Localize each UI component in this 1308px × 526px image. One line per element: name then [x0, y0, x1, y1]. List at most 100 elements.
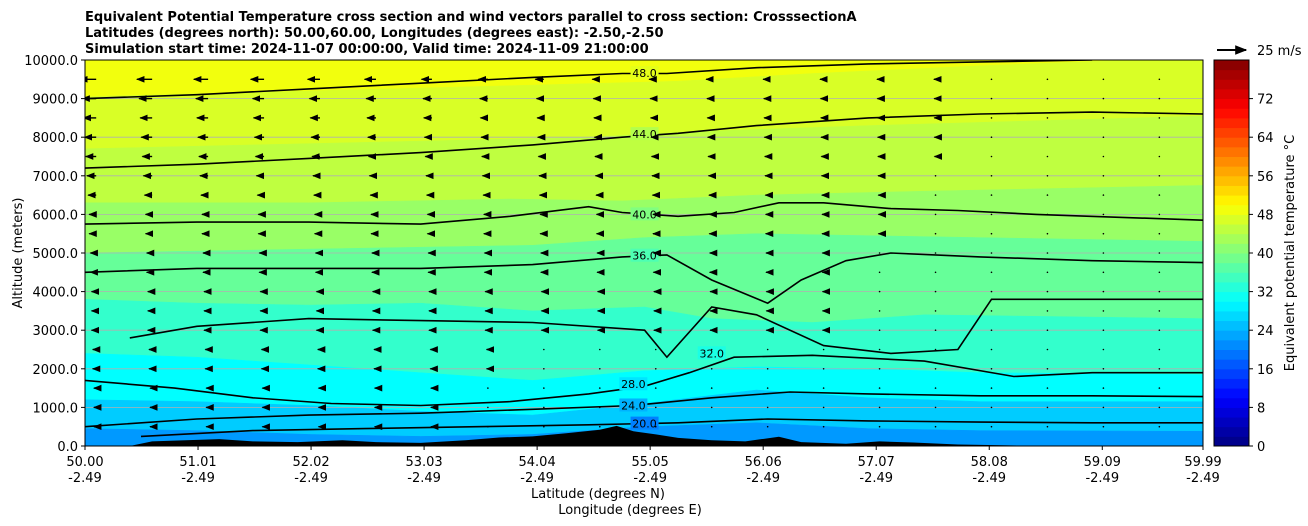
colorbar-segment-58	[1214, 156, 1249, 167]
wind-vector-339	[1158, 387, 1161, 389]
wind-vector-370	[654, 425, 657, 428]
plot-area: 48.0 44.0 40.0 36.0 32.0 28.0 24.0 20.0	[85, 60, 1203, 446]
wind-vector-39	[1158, 97, 1161, 100]
wind-vector-234	[878, 290, 881, 293]
wind-vector-158	[1102, 213, 1105, 216]
colorbar-segment-46	[1214, 214, 1249, 225]
wind-vector-350	[654, 406, 657, 409]
wind-vector-276	[990, 329, 993, 332]
wind-vector-16	[990, 78, 993, 81]
colorbar-tick-label-6: 48	[1257, 208, 1274, 223]
colorbar-tick-label-3: 24	[1257, 324, 1274, 339]
wind-vector-116	[990, 175, 993, 177]
wind-vector-238	[1102, 290, 1105, 293]
colorbar-segment-74	[1214, 79, 1249, 90]
x-tick-lon-1: -2.49	[181, 471, 215, 486]
wind-vector-376	[990, 425, 993, 428]
x-axis-label-longitude: Longitude (degrees E)	[558, 503, 702, 518]
wind-vector-194	[878, 252, 881, 254]
colorbar-segment-14	[1214, 368, 1249, 379]
wind-vector-99	[1158, 155, 1161, 158]
wind-vector-156	[990, 213, 993, 216]
colorbar-segment-36	[1214, 262, 1249, 273]
contour-label-bg-0	[630, 66, 659, 80]
colorbar-ticks: 0 8 16 24 32 40 48 56 64 72	[1249, 93, 1274, 455]
wind-vector-309	[598, 368, 601, 370]
wind-vector-195	[934, 252, 937, 254]
chart-title-line-3: Simulation start time: 2024-11-07 00:00:…	[85, 42, 649, 57]
y-axis: 0.0 1000.0 2000.0 3000.0 4000.0 5000.0 6000.0 7…	[24, 54, 85, 455]
wind-vector-333	[822, 387, 825, 389]
contour-label-bg-4	[697, 346, 726, 360]
contour-label-32.0: 32.0	[699, 347, 724, 360]
x-tick-lon-0: -2.49	[68, 471, 102, 486]
wind-vector-331	[710, 387, 713, 389]
contour-label-44.0: 44.0	[632, 128, 657, 141]
contour-label-48.0: 48.0	[632, 67, 657, 80]
x-tick-lat-7: 57.07	[858, 455, 895, 470]
wind-vector-77	[1046, 136, 1049, 138]
colorbar	[1214, 60, 1249, 447]
wind-vector-379	[1158, 425, 1161, 428]
wind-vector-96	[990, 155, 993, 158]
colorbar-segment-18	[1214, 349, 1249, 360]
y-tick-label-5: 5000.0	[33, 247, 79, 262]
wind-vector-288	[543, 348, 545, 351]
colorbar-segment-52	[1214, 185, 1249, 196]
wind-vector-176	[990, 232, 993, 235]
x-tick-lat-1: 51.01	[179, 455, 216, 470]
wind-vector-330	[654, 387, 657, 389]
colorbar-tick-label-0: 0	[1257, 440, 1265, 455]
x-tick-lon-5: -2.49	[633, 471, 667, 486]
x-tick-lat-4: 54.04	[519, 455, 556, 470]
wind-vector-348	[543, 406, 545, 409]
y-tick-label-6: 6000.0	[33, 208, 79, 223]
contour-20.0	[140, 418, 1203, 438]
colorbar-tick-label-7: 56	[1257, 170, 1274, 185]
colorbar-segment-78	[1214, 60, 1249, 71]
colorbar-label: Equivalent potential temperature °C	[1283, 135, 1298, 371]
wind-vector-296	[990, 348, 993, 351]
wind-vector-218	[1102, 271, 1105, 274]
colorbar-segment-2	[1214, 426, 1249, 437]
wind-vector-308	[543, 368, 545, 370]
wind-vector-357	[1046, 406, 1049, 409]
wind-vector-159	[1158, 213, 1161, 216]
terrain	[129, 425, 1048, 446]
y-tick-label-2: 2000.0	[33, 363, 79, 378]
colorbar-segment-0	[1214, 436, 1249, 447]
wind-vector-347	[487, 406, 489, 409]
colorbar-segment-38	[1214, 253, 1249, 264]
wind-vector-254	[878, 310, 881, 312]
colorbar-segment-32	[1214, 281, 1249, 293]
wind-vector-97	[1046, 155, 1049, 158]
wind-vector-98	[1102, 155, 1105, 158]
wind-vector-179	[1158, 232, 1161, 235]
wind-vector-298	[1102, 348, 1105, 351]
chart-title-line-2: Latitudes (degrees north): 50.00,60.00, …	[85, 26, 664, 41]
wind-vector-374	[878, 425, 881, 428]
wind-vector-219	[1158, 271, 1161, 274]
y-tick-label-1: 1000.0	[33, 401, 79, 416]
wind-vector-235	[934, 290, 937, 293]
wind-vector-115	[934, 175, 937, 177]
wind-vector-290	[654, 348, 657, 351]
colorbar-segment-40	[1214, 243, 1249, 254]
colorbar-segment-22	[1214, 330, 1249, 341]
wind-vector-292	[766, 348, 769, 351]
wind-vector-79	[1158, 136, 1161, 138]
wind-vector-311	[710, 368, 713, 370]
contour-label-bg-2	[630, 207, 659, 221]
wind-vector-178	[1102, 232, 1105, 235]
colorbar-segment-62	[1214, 137, 1249, 148]
x-tick-lon-8: -2.49	[972, 471, 1006, 486]
wind-vector-299	[1158, 348, 1161, 351]
wind-vector-315	[934, 368, 937, 370]
y-tick-label-8: 8000.0	[33, 131, 79, 146]
wind-vector-295	[934, 348, 937, 351]
contour-label-bg-3	[630, 248, 659, 262]
wind-vector-377	[1046, 425, 1049, 428]
y-tick-label-10: 10000.0	[24, 54, 78, 69]
wind-vector-351	[710, 406, 713, 409]
contour-label-bg-6	[619, 398, 648, 412]
